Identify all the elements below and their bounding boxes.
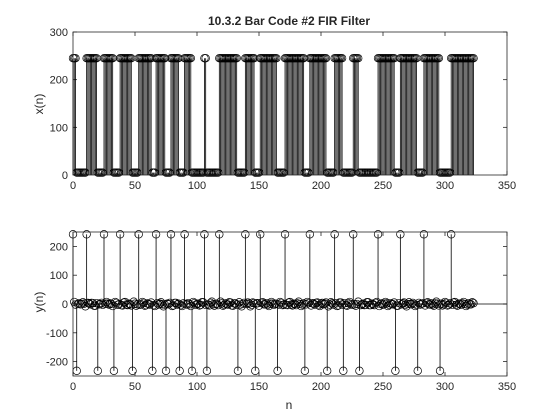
y-tick-label: 0 [62, 170, 68, 182]
y-tick-label: 300 [50, 27, 68, 39]
bottom-x-axis-label: n [286, 398, 293, 412]
x-tick-label: 350 [498, 381, 516, 393]
x-tick-label: 200 [312, 180, 330, 192]
x-tick-label: 50 [129, 381, 141, 393]
x-tick-label: 350 [498, 180, 516, 192]
y-tick-label: 200 [50, 75, 68, 87]
x-tick-label: 0 [70, 180, 76, 192]
x-tick-label: 250 [374, 381, 392, 393]
y-tick-label: -200 [46, 357, 68, 369]
bottom-y-axis-label: y(n) [32, 292, 46, 313]
y-tick-label: 0 [62, 299, 68, 311]
x-tick-label: 300 [436, 180, 454, 192]
x-tick-label: 100 [188, 381, 206, 393]
top-y-axis-label: x(n) [32, 94, 46, 115]
x-tick-label: 100 [188, 180, 206, 192]
x-tick-label: 150 [250, 381, 268, 393]
x-tick-label: 200 [312, 381, 330, 393]
chart-title: 10.3.2 Bar Code #2 FIR Filter [208, 14, 370, 28]
y-tick-label: 200 [50, 241, 68, 253]
y-tick-label: 100 [50, 122, 68, 134]
y-tick-label: -100 [46, 328, 68, 340]
x-tick-label: 250 [374, 180, 392, 192]
x-tick-label: 0 [70, 381, 76, 393]
x-tick-label: 300 [436, 381, 454, 393]
y-tick-label: 100 [50, 270, 68, 282]
x-tick-label: 50 [129, 180, 141, 192]
x-tick-label: 150 [250, 180, 268, 192]
